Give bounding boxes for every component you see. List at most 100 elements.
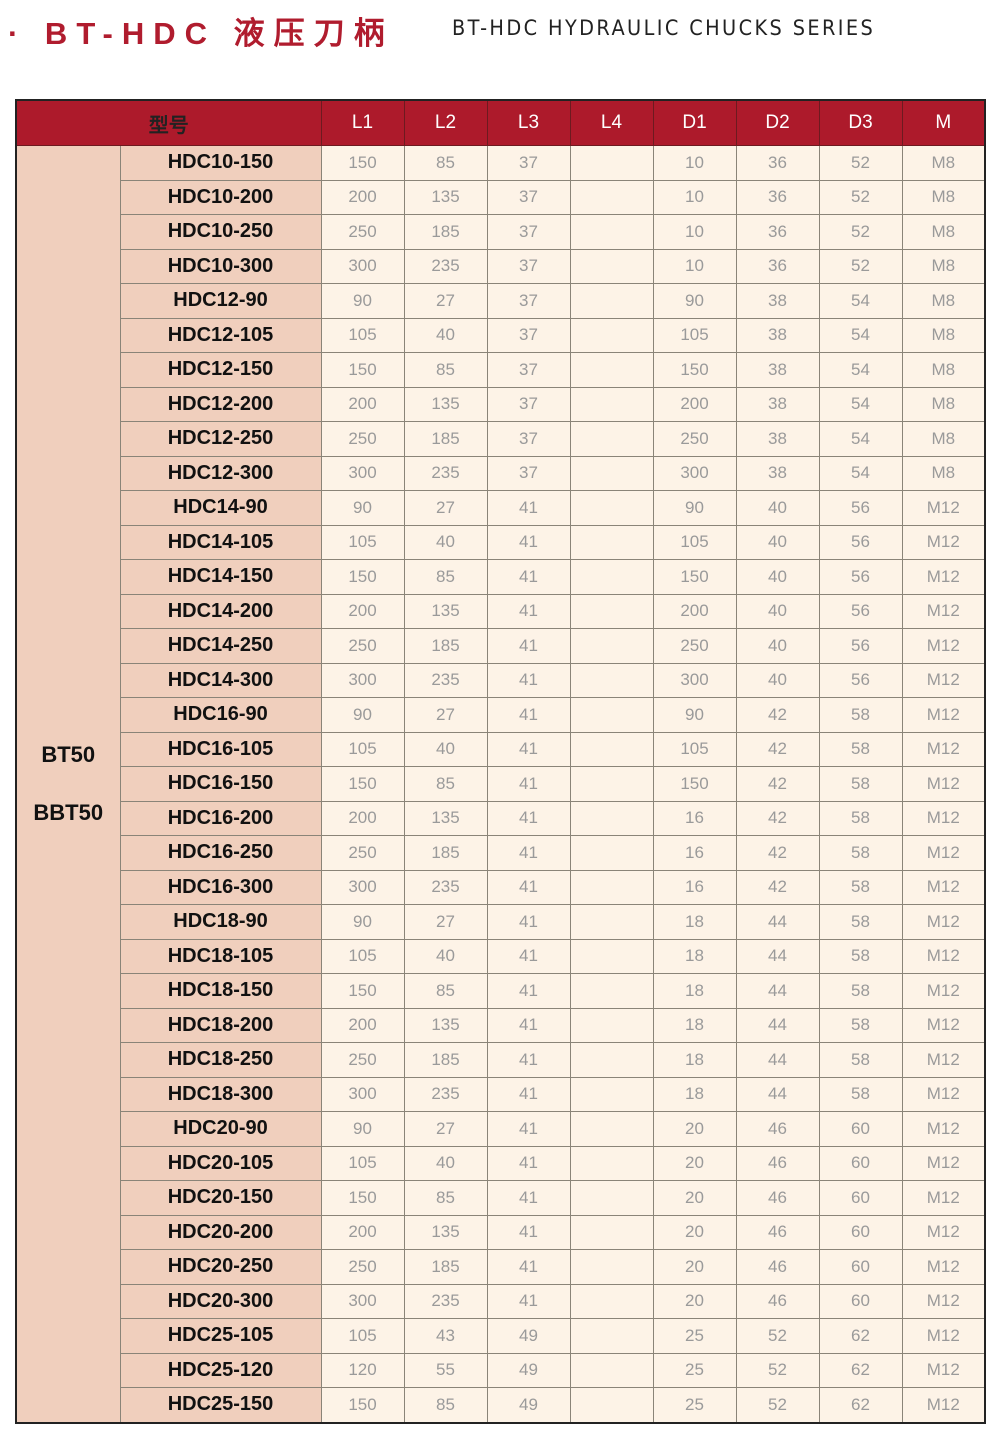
table-row: HDC16-105 105 40 41 105 42 58 M12: [16, 731, 986, 767]
cell-l1: 90: [320, 697, 405, 733]
cell-l4: [569, 386, 654, 422]
cell-l4: [569, 352, 654, 388]
table-row: HDC14-250 250 185 41 250 40 56 M12: [16, 628, 986, 664]
table-row: HDC14-90 90 27 41 90 40 56 M12: [16, 490, 986, 526]
cell-l4: [569, 248, 654, 284]
cell-l3: 41: [486, 904, 571, 940]
cell-l3: 41: [486, 800, 571, 836]
table-row: HDC20-150 150 85 41 20 46 60 M12: [16, 1180, 986, 1216]
table-row: HDC25-150 150 85 49 25 52 62 M12: [16, 1387, 986, 1423]
cell-l1: 105: [320, 317, 405, 353]
cell-d1: 20: [652, 1249, 737, 1285]
cell-d3: 54: [818, 455, 903, 491]
cell-l4: [569, 904, 654, 940]
cell-m: M12: [901, 559, 986, 595]
cell-d1: 300: [652, 455, 737, 491]
cell-d2: 38: [735, 421, 820, 457]
cell-d2: 44: [735, 1042, 820, 1078]
cell-l1: 250: [320, 628, 405, 664]
cell-model: HDC12-300: [119, 455, 322, 491]
cell-m: M12: [901, 1214, 986, 1250]
cell-l3: 41: [486, 835, 571, 871]
cell-d2: 40: [735, 662, 820, 698]
table-row: HDC18-300 300 235 41 18 44 58 M12: [16, 1076, 986, 1112]
cell-model: HDC12-90: [119, 283, 322, 319]
cell-l4: [569, 731, 654, 767]
cell-model: HDC25-120: [119, 1352, 322, 1388]
cell-model: HDC14-300: [119, 662, 322, 698]
cell-l4: [569, 662, 654, 698]
cell-d2: 38: [735, 317, 820, 353]
cell-d1: 10: [652, 145, 737, 181]
cell-l4: [569, 593, 654, 629]
cell-d3: 58: [818, 835, 903, 871]
cell-l2: 85: [403, 559, 488, 595]
cell-m: M8: [901, 352, 986, 388]
cell-l2: 235: [403, 1076, 488, 1112]
cell-m: M12: [901, 1007, 986, 1043]
cell-d2: 44: [735, 938, 820, 974]
cell-l3: 41: [486, 1180, 571, 1216]
cell-d3: 58: [818, 1042, 903, 1078]
table-row: HDC16-90 90 27 41 90 42 58 M12: [16, 697, 986, 733]
cell-l3: 41: [486, 1249, 571, 1285]
cell-d3: 62: [818, 1318, 903, 1354]
cell-l3: 41: [486, 662, 571, 698]
column-header-d3: D3: [818, 99, 903, 146]
cell-d3: 58: [818, 1007, 903, 1043]
table-row: HDC20-250 250 185 41 20 46 60 M12: [16, 1249, 986, 1285]
cell-m: M12: [901, 904, 986, 940]
table-row: HDC20-200 200 135 41 20 46 60 M12: [16, 1214, 986, 1250]
cell-d2: 52: [735, 1352, 820, 1388]
cell-d2: 40: [735, 490, 820, 526]
table-row: HDC18-200 200 135 41 18 44 58 M12: [16, 1007, 986, 1043]
column-header-l2: L2: [403, 99, 488, 146]
cell-d1: 10: [652, 179, 737, 215]
cell-l3: 41: [486, 973, 571, 1009]
cell-model: HDC18-200: [119, 1007, 322, 1043]
cell-m: M12: [901, 1352, 986, 1388]
cell-m: M12: [901, 1387, 986, 1423]
cell-l1: 150: [320, 1387, 405, 1423]
cell-l1: 150: [320, 352, 405, 388]
cell-d2: 38: [735, 352, 820, 388]
table-row: HDC16-300 300 235 41 16 42 58 M12: [16, 869, 986, 905]
cell-d2: 42: [735, 731, 820, 767]
cell-l4: [569, 1007, 654, 1043]
cell-l2: 185: [403, 214, 488, 250]
cell-model: HDC25-150: [119, 1387, 322, 1423]
cell-model: HDC18-250: [119, 1042, 322, 1078]
cell-d3: 56: [818, 628, 903, 664]
cell-model: HDC10-150: [119, 145, 322, 181]
cell-l1: 200: [320, 1007, 405, 1043]
cell-l2: 40: [403, 938, 488, 974]
cell-d3: 60: [818, 1283, 903, 1319]
cell-l4: [569, 766, 654, 802]
cell-model: HDC18-300: [119, 1076, 322, 1112]
cell-d3: 58: [818, 697, 903, 733]
cell-l4: [569, 628, 654, 664]
table-row: HDC18-90 90 27 41 18 44 58 M12: [16, 904, 986, 940]
cell-l1: 105: [320, 524, 405, 560]
cell-l2: 40: [403, 731, 488, 767]
cell-m: M12: [901, 524, 986, 560]
cell-l2: 85: [403, 973, 488, 1009]
cell-l4: [569, 1283, 654, 1319]
cell-l2: 27: [403, 904, 488, 940]
cell-d1: 105: [652, 731, 737, 767]
table-row: BT50 BBT50 HDC10-150 150 85 37 10 36 52 M8: [15, 145, 986, 1423]
cell-l2: 235: [403, 455, 488, 491]
cell-l4: [569, 559, 654, 595]
cell-model: HDC18-150: [119, 973, 322, 1009]
cell-l2: 135: [403, 1007, 488, 1043]
cell-l1: 250: [320, 835, 405, 871]
cell-l2: 85: [403, 766, 488, 802]
cell-d3: 58: [818, 731, 903, 767]
cell-l2: 27: [403, 1111, 488, 1147]
cell-l1: 105: [320, 1145, 405, 1181]
table-row: HDC25-120 120 55 49 25 52 62 M12: [16, 1352, 986, 1388]
cell-l1: 90: [320, 1111, 405, 1147]
cell-d2: 38: [735, 283, 820, 319]
cell-l2: 135: [403, 1214, 488, 1250]
cell-l1: 90: [320, 904, 405, 940]
